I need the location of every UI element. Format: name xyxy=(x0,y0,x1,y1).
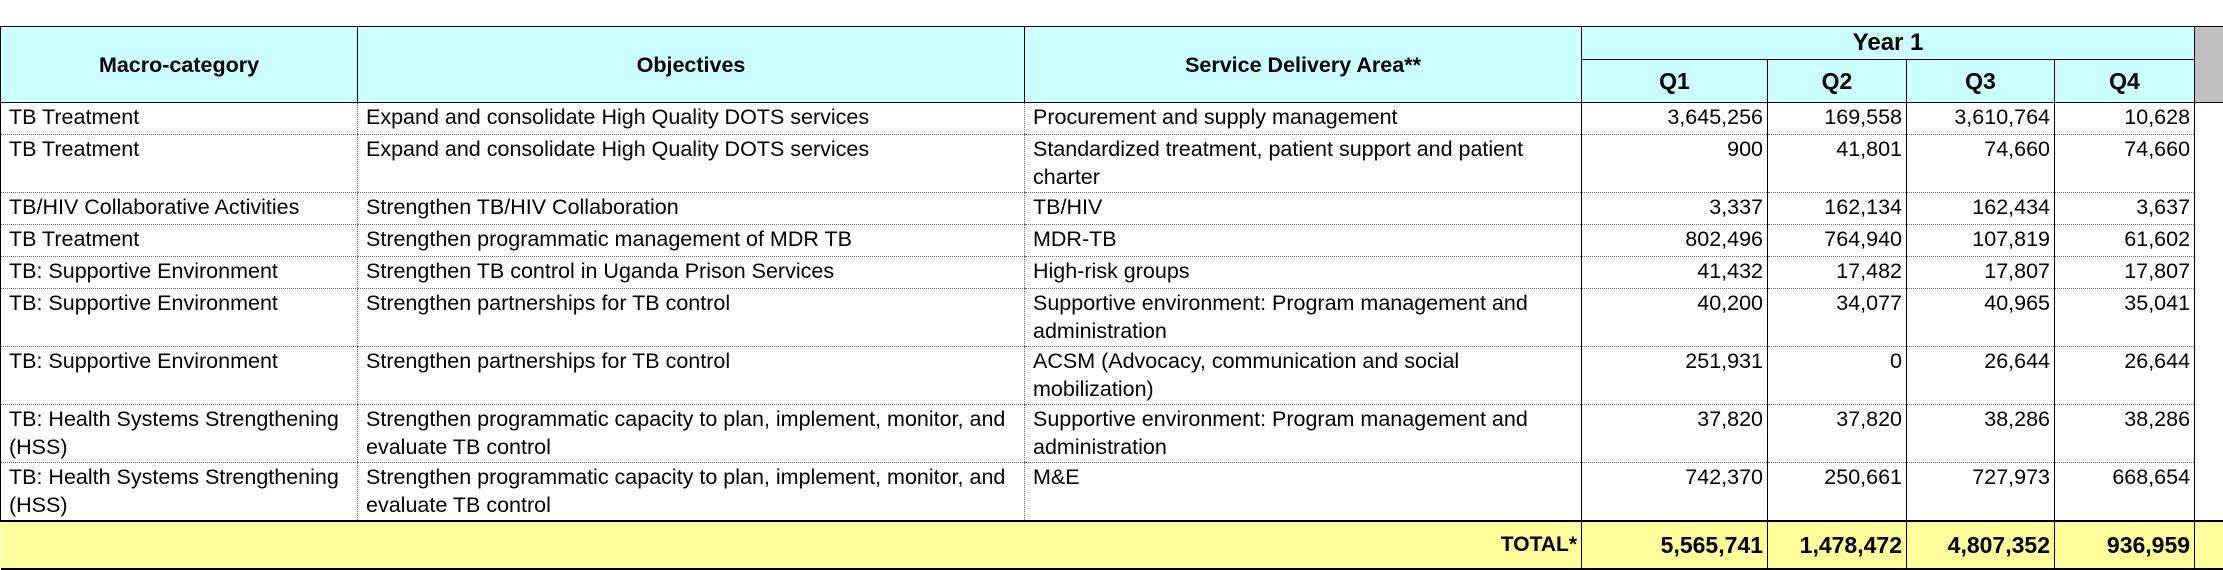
cell-q2[interactable]: 17,482 xyxy=(1767,256,1907,289)
cell-q2[interactable]: 37,820 xyxy=(1767,404,1907,463)
cell-q3[interactable]: 40,965 xyxy=(1906,288,2055,347)
cell-q4[interactable]: 668,654 xyxy=(2053,462,2195,521)
cell-sda[interactable]: High-risk groups xyxy=(1024,256,1582,289)
cell-q2[interactable]: 169,558 xyxy=(1767,102,1907,135)
cell-empty xyxy=(2194,102,2223,135)
cell-macro[interactable]: TB: Health Systems Strengthening (HSS) xyxy=(0,404,358,463)
header-q2: Q2 xyxy=(1767,59,1907,103)
cell-q3[interactable]: 3,610,764 xyxy=(1906,102,2055,135)
table-row: TB Treatment Expand and consolidate High… xyxy=(0,102,2223,135)
cell-q3[interactable]: 162,434 xyxy=(1906,192,2055,225)
cell-q2[interactable]: 764,940 xyxy=(1767,224,1907,257)
cell-objective[interactable]: Expand and consolidate High Quality DOTS… xyxy=(357,102,1025,135)
cell-empty xyxy=(2194,192,2223,225)
cell-empty xyxy=(2194,404,2223,463)
cell-q2[interactable]: 41,801 xyxy=(1767,134,1907,193)
cell-macro[interactable]: TB Treatment xyxy=(0,134,358,193)
cell-q2[interactable]: 34,077 xyxy=(1767,288,1907,347)
cell-macro[interactable]: TB: Supportive Environment xyxy=(0,346,358,405)
cell-empty xyxy=(2194,346,2223,405)
cell-empty xyxy=(2194,288,2223,347)
cell-macro[interactable]: TB Treatment xyxy=(0,224,358,257)
total-q2[interactable]: 1,478,472 xyxy=(1767,519,1907,570)
cell-objective[interactable]: Strengthen TB control in Uganda Prison S… xyxy=(357,256,1025,289)
table-row: TB: Supportive Environment Strengthen pa… xyxy=(0,346,2223,405)
total-label[interactable]: TOTAL* xyxy=(0,519,1582,570)
cell-q3[interactable]: 74,660 xyxy=(1906,134,2055,193)
cell-macro[interactable]: TB: Supportive Environment xyxy=(0,288,358,347)
cell-q1[interactable]: 40,200 xyxy=(1581,288,1768,347)
total-empty xyxy=(2194,519,2223,570)
cell-q4[interactable]: 61,602 xyxy=(2053,224,2195,257)
table-row: TB: Supportive Environment Strengthen pa… xyxy=(0,288,2223,347)
table-row: TB/HIV Collaborative Activities Strength… xyxy=(0,192,2223,225)
cell-objective[interactable]: Strengthen partnerships for TB control xyxy=(357,346,1025,405)
table-row: TB Treatment Strengthen programmatic man… xyxy=(0,224,2223,257)
cell-q1[interactable]: 41,432 xyxy=(1581,256,1768,289)
header-objectives: Objectives xyxy=(357,26,1025,103)
header-q3: Q3 xyxy=(1906,59,2055,103)
table-row: TB Treatment Expand and consolidate High… xyxy=(0,134,2223,193)
cell-q4[interactable]: 10,628 xyxy=(2053,102,2195,135)
cell-q2[interactable]: 0 xyxy=(1767,346,1907,405)
cell-q1[interactable]: 742,370 xyxy=(1581,462,1768,521)
total-q3[interactable]: 4,807,352 xyxy=(1906,519,2055,570)
header-year: Year 1 xyxy=(1580,26,2196,60)
cell-sda[interactable]: Supportive environment: Program manageme… xyxy=(1024,288,1582,347)
cell-empty xyxy=(2194,224,2223,257)
cell-q4[interactable]: 74,660 xyxy=(2053,134,2195,193)
cell-q4[interactable]: 26,644 xyxy=(2053,346,2195,405)
cell-q1[interactable]: 900 xyxy=(1581,134,1768,193)
cell-q4[interactable]: 17,807 xyxy=(2053,256,2195,289)
cell-q1[interactable]: 251,931 xyxy=(1581,346,1768,405)
total-row: TOTAL* 5,565,741 1,478,472 4,807,352 936… xyxy=(0,519,2223,570)
cell-objective[interactable]: Expand and consolidate High Quality DOTS… xyxy=(357,134,1025,193)
table-row: TB: Health Systems Strengthening (HSS) S… xyxy=(0,462,2223,521)
cell-q3[interactable]: 38,286 xyxy=(1906,404,2055,463)
cell-q2[interactable]: 250,661 xyxy=(1767,462,1907,521)
total-q4[interactable]: 936,959 xyxy=(2053,519,2195,570)
cell-sda[interactable]: ACSM (Advocacy, communication and social… xyxy=(1024,346,1582,405)
cell-sda[interactable]: M&E xyxy=(1024,462,1582,521)
cell-objective[interactable]: Strengthen TB/HIV Collaboration xyxy=(357,192,1025,225)
cell-empty xyxy=(2194,256,2223,289)
cell-q1[interactable]: 802,496 xyxy=(1581,224,1768,257)
cell-q4[interactable]: 35,041 xyxy=(2053,288,2195,347)
cell-empty xyxy=(2194,134,2223,193)
cell-q3[interactable]: 727,973 xyxy=(1906,462,2055,521)
scroll-block[interactable] xyxy=(2194,26,2223,103)
cell-q2[interactable]: 162,134 xyxy=(1767,192,1907,225)
cell-q1[interactable]: 3,645,256 xyxy=(1581,102,1768,135)
cell-objective[interactable]: Strengthen partnerships for TB control xyxy=(357,288,1025,347)
cell-sda[interactable]: TB/HIV xyxy=(1024,192,1582,225)
cell-q3[interactable]: 107,819 xyxy=(1906,224,2055,257)
cell-macro[interactable]: TB: Health Systems Strengthening (HSS) xyxy=(0,462,358,521)
cell-q4[interactable]: 38,286 xyxy=(2053,404,2195,463)
budget-table: Macro-category Objectives Service Delive… xyxy=(0,26,2223,570)
header-q4: Q4 xyxy=(2053,59,2196,103)
cell-q1[interactable]: 3,337 xyxy=(1581,192,1768,225)
cell-sda[interactable]: Procurement and supply management xyxy=(1024,102,1582,135)
cell-objective[interactable]: Strengthen programmatic capacity to plan… xyxy=(357,462,1025,521)
table-row: TB: Supportive Environment Strengthen TB… xyxy=(0,256,2223,289)
cell-macro[interactable]: TB/HIV Collaborative Activities xyxy=(0,192,358,225)
spreadsheet-table-frame: Macro-category Objectives Service Delive… xyxy=(0,26,2223,570)
cell-sda[interactable]: Supportive environment: Program manageme… xyxy=(1024,404,1582,463)
table-row: TB: Health Systems Strengthening (HSS) S… xyxy=(0,404,2223,463)
cell-objective[interactable]: Strengthen programmatic management of MD… xyxy=(357,224,1025,257)
header-q1: Q1 xyxy=(1581,59,1768,103)
total-q1[interactable]: 5,565,741 xyxy=(1581,519,1768,570)
cell-sda[interactable]: MDR-TB xyxy=(1024,224,1582,257)
cell-objective[interactable]: Strengthen programmatic capacity to plan… xyxy=(357,404,1025,463)
header-service-delivery-area: Service Delivery Area** xyxy=(1024,26,1582,103)
cell-q3[interactable]: 26,644 xyxy=(1906,346,2055,405)
cell-empty xyxy=(2194,462,2223,521)
cell-q3[interactable]: 17,807 xyxy=(1906,256,2055,289)
cell-q1[interactable]: 37,820 xyxy=(1581,404,1768,463)
cell-q4[interactable]: 3,637 xyxy=(2053,192,2195,225)
header-macro-category: Macro-category xyxy=(0,26,358,103)
cell-macro[interactable]: TB: Supportive Environment xyxy=(0,256,358,289)
cell-macro[interactable]: TB Treatment xyxy=(0,102,358,135)
cell-sda[interactable]: Standardized treatment, patient support … xyxy=(1024,134,1582,193)
